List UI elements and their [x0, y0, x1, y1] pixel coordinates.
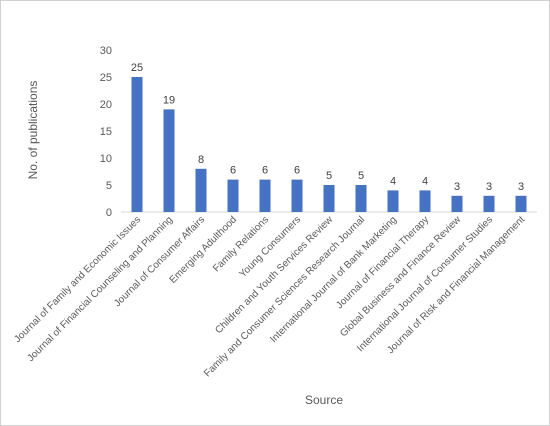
- x-tick-label: Global Business and Finance Review: [338, 214, 463, 339]
- bar: [195, 168, 207, 212]
- data-label: 4: [422, 175, 428, 187]
- y-tick-label: 15: [100, 126, 112, 138]
- data-label: 3: [486, 181, 492, 193]
- y-tick-label: 20: [100, 99, 112, 111]
- data-label: 19: [163, 94, 175, 106]
- bar: [483, 195, 495, 212]
- x-axis-title: Source: [305, 393, 343, 407]
- bar: [227, 179, 239, 212]
- bar: [259, 179, 271, 212]
- x-tick-label: Children and Youth Services Review: [213, 214, 335, 336]
- y-tick-label: 30: [100, 45, 112, 57]
- data-label: 6: [294, 165, 300, 177]
- bar: [451, 195, 463, 212]
- x-tick-label: Journal of Financial Counseling and Plan…: [25, 214, 175, 364]
- bar: [355, 185, 367, 212]
- y-tick-label: 5: [106, 180, 112, 192]
- y-tick-label: 10: [100, 153, 112, 165]
- x-tick-label: Journal of Family and Economic Issues: [12, 214, 143, 345]
- bar: [387, 190, 399, 212]
- data-label: 5: [358, 170, 364, 182]
- y-tick-label: 0: [106, 207, 112, 219]
- y-axis-title: No. of publications: [26, 81, 40, 180]
- y-tick-label: 25: [100, 72, 112, 84]
- data-label: 3: [518, 181, 524, 193]
- plot-area: 0 5 10 15 20 25 30 25 Journal of Family and Econ…: [12, 45, 537, 379]
- bar: [419, 190, 431, 212]
- data-label: 6: [262, 165, 268, 177]
- bar: [131, 77, 143, 212]
- data-label: 3: [454, 181, 460, 193]
- bar: [291, 179, 303, 212]
- data-label: 6: [230, 165, 236, 177]
- bar: [515, 195, 527, 212]
- data-label: 5: [326, 170, 332, 182]
- bar: [163, 109, 175, 212]
- data-label: 25: [131, 62, 143, 74]
- data-label: 4: [390, 175, 396, 187]
- data-label: 8: [198, 154, 204, 166]
- x-tick-label: Family Relations: [211, 214, 271, 274]
- bar: [323, 185, 335, 212]
